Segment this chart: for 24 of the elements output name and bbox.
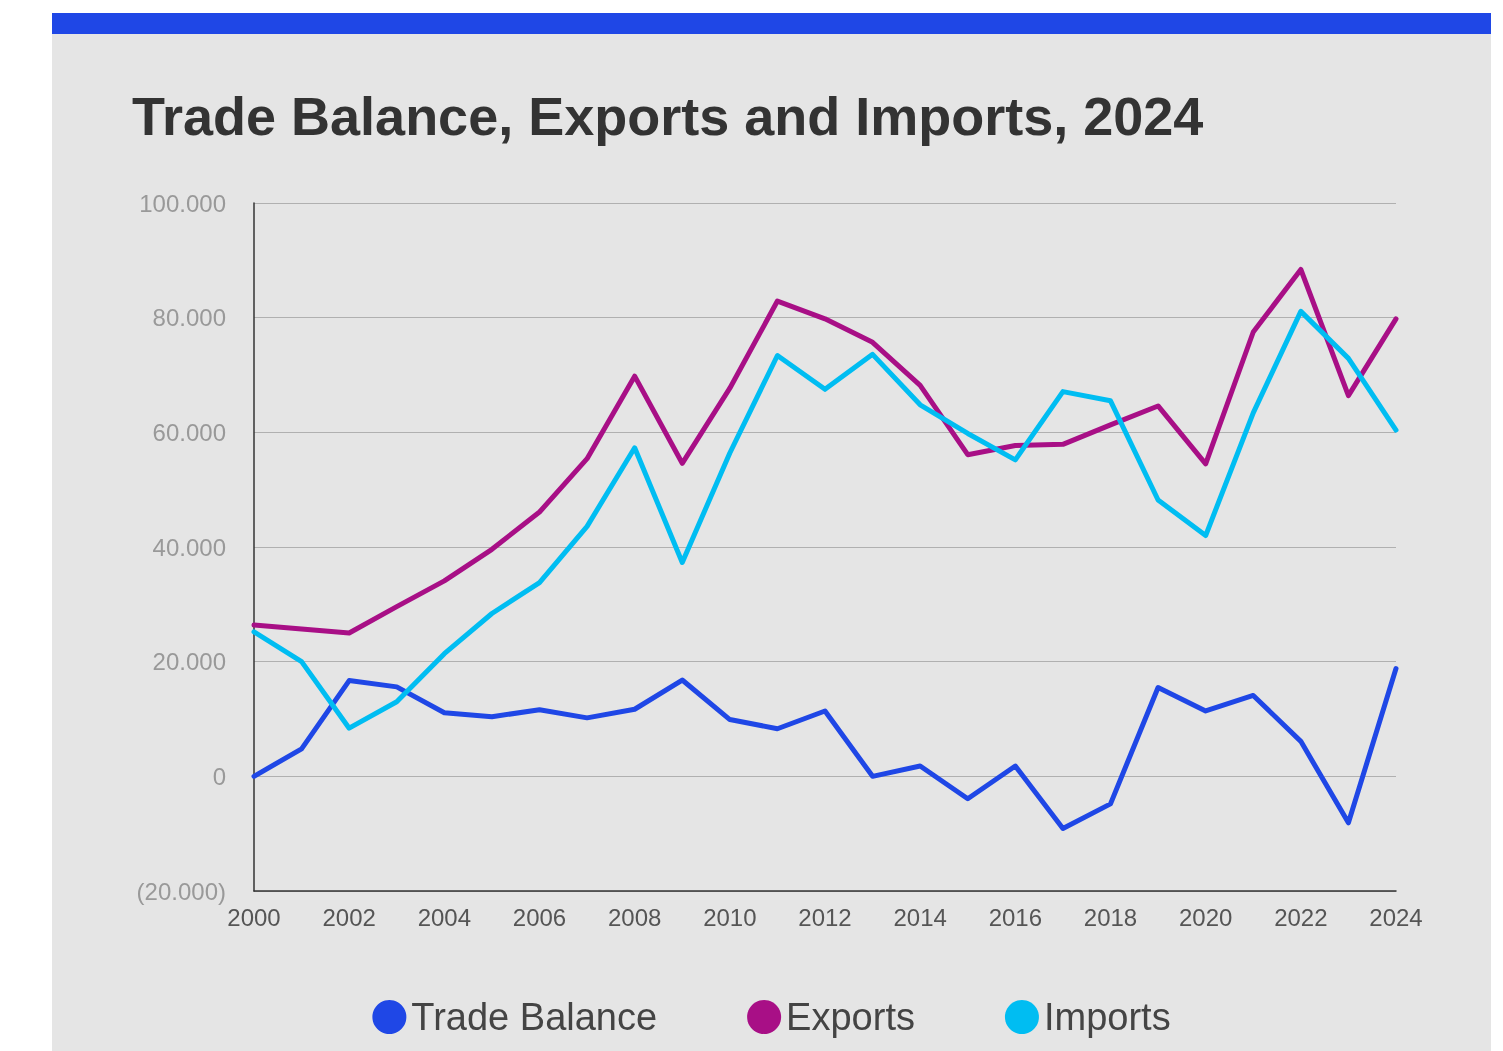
x-tick-label: 2010 [703, 903, 757, 931]
x-tick-label: 2020 [1178, 903, 1233, 931]
x-tick-label: 2004 [417, 903, 472, 931]
x-tick-label: 2000 [227, 903, 281, 931]
y-tick-label: 100.000 [139, 189, 226, 217]
x-tick-label: 2008 [607, 903, 662, 931]
x-tick-label: 2014 [893, 903, 947, 931]
x-tick-label: 2012 [798, 903, 852, 931]
chart-title: Trade Balance, Exports and Imports, 2024 [132, 85, 1204, 147]
x-tick-label: 2016 [988, 903, 1043, 931]
legend-label: Trade Balance [411, 996, 658, 1038]
y-tick-label: 0 [212, 762, 226, 790]
y-tick-label: 20.000 [152, 648, 226, 676]
y-tick-label: 60.000 [152, 418, 226, 446]
y-tick-label: (20.000) [136, 877, 226, 905]
legend-label: Imports [1043, 996, 1171, 1038]
x-tick-label: 2024 [1369, 903, 1423, 931]
x-tick-label: 2022 [1274, 903, 1328, 931]
x-tick-label: 2006 [512, 903, 567, 931]
x-tick-label: 2018 [1083, 903, 1138, 931]
y-tick-label: 40.000 [152, 533, 226, 561]
legend-label: Exports [786, 996, 915, 1038]
x-tick-label: 2002 [322, 903, 376, 931]
y-tick-label: 80.000 [152, 304, 226, 332]
